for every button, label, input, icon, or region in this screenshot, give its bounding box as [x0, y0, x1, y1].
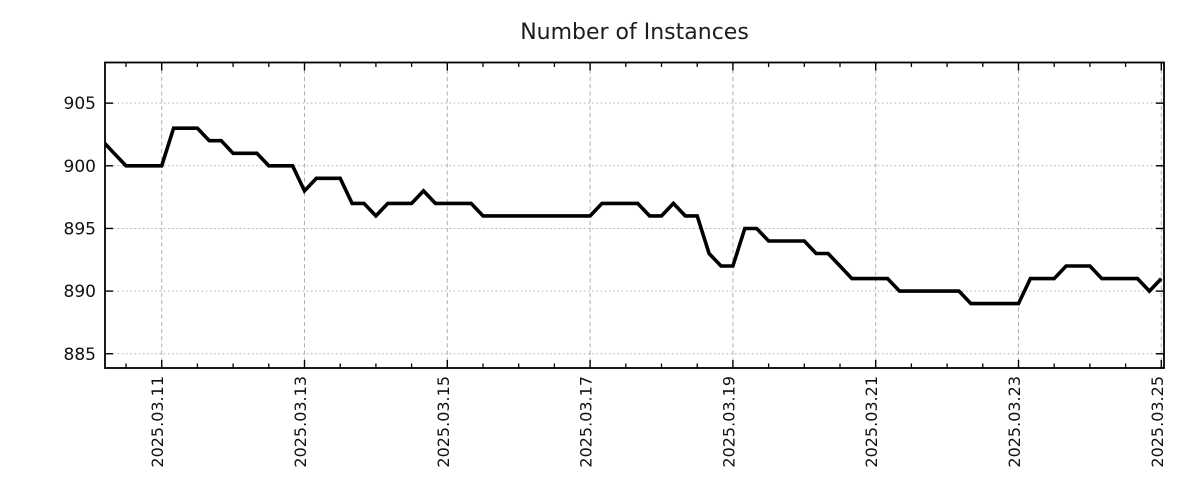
x-tick-label: 2025.03.15: [434, 376, 453, 468]
y-tick-label: 905: [64, 94, 96, 114]
x-tick-label: 2025.03.21: [862, 376, 881, 468]
axis-tick-labels: 885 890 895 900 905 2025.03.11 2025.03.13 2025.…: [64, 94, 1167, 467]
data-line-instances: [105, 126, 1163, 306]
data-series-group: [105, 126, 1163, 306]
chart-title: Number of Instances: [520, 20, 749, 45]
x-tick-label: 2025.03.19: [719, 376, 738, 468]
gridlines: [105, 62, 1164, 368]
y-tick-label: 885: [64, 345, 96, 365]
x-tick-label: 2025.03.11: [148, 376, 167, 468]
x-tick-label: 2025.03.17: [577, 376, 596, 468]
axis-ticks: [105, 62, 1164, 368]
x-tick-label: 2025.03.23: [1005, 376, 1024, 468]
x-tick-label: 2025.03.25: [1148, 376, 1167, 468]
y-tick-label: 890: [64, 282, 96, 302]
plot-border: [104, 61, 1165, 369]
x-tick-label: 2025.03.13: [291, 376, 310, 468]
y-tick-label: 895: [64, 219, 96, 239]
y-tick-label: 900: [64, 157, 96, 177]
